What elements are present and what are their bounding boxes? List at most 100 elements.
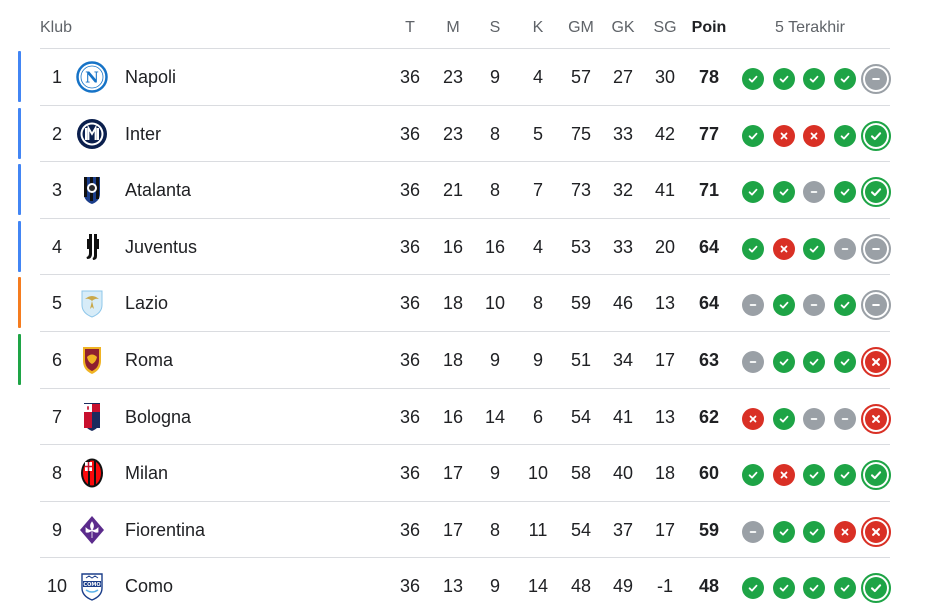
juventus-logo-icon[interactable] — [76, 231, 108, 263]
header-klub[interactable]: Klub — [40, 19, 73, 36]
club-name[interactable]: Napoli — [125, 67, 177, 87]
goals-against-value: 46 — [612, 293, 634, 314]
form-cross-icon[interactable] — [861, 516, 891, 547]
table-row[interactable]: 7 Bologna 36 16 14 6 54 41 13 62 — [0, 387, 943, 445]
form-minus-icon[interactable] — [834, 237, 856, 260]
form-check-icon[interactable] — [803, 237, 825, 260]
form-cross-icon[interactable] — [834, 520, 856, 543]
header-goals-for[interactable]: GM — [568, 19, 594, 36]
form-check-icon[interactable] — [834, 464, 856, 487]
header-played[interactable]: T — [405, 19, 415, 36]
table-row[interactable]: 10 COMO Como 36 13 9 14 48 49 -1 48 — [0, 557, 943, 614]
club-name[interactable]: Bologna — [125, 406, 192, 427]
inter-logo-icon[interactable] — [76, 118, 108, 150]
form-cross-icon[interactable] — [773, 237, 795, 260]
bologna-logo-icon[interactable] — [76, 401, 108, 433]
form-check-icon[interactable] — [773, 577, 795, 600]
form-check-icon[interactable] — [803, 68, 825, 90]
won-value: 18 — [442, 293, 464, 314]
form-check-icon[interactable] — [834, 577, 856, 600]
form-check-icon[interactable] — [773, 350, 795, 373]
form-minus-icon[interactable] — [742, 350, 764, 373]
form-check-icon[interactable] — [803, 520, 825, 543]
table-row[interactable]: 4 Juventus 36 16 16 4 53 33 20 64 — [0, 217, 943, 275]
won-value: 21 — [442, 180, 464, 201]
form-minus-icon[interactable] — [803, 407, 825, 430]
header-lost[interactable]: K — [532, 19, 544, 36]
won-value: 18 — [442, 349, 464, 370]
lazio-logo-icon[interactable] — [76, 287, 108, 319]
form-minus-icon[interactable] — [861, 233, 891, 264]
table-row[interactable]: 5 Lazio 36 18 10 8 59 46 13 64 — [0, 274, 943, 331]
club-name[interactable]: Fiorentina — [125, 519, 206, 540]
table-row[interactable]: 2 Inter 36 23 8 5 75 33 42 77 — [0, 104, 943, 162]
club-name[interactable]: Como — [125, 576, 174, 597]
form-check-icon[interactable] — [834, 68, 856, 90]
form-check-icon[interactable] — [742, 124, 764, 147]
form-check-icon[interactable] — [803, 350, 825, 373]
form-minus-icon[interactable] — [803, 294, 825, 317]
club-name[interactable]: Lazio — [125, 293, 169, 314]
form-minus-icon[interactable] — [742, 520, 764, 543]
form-check-icon[interactable] — [834, 294, 856, 317]
header-points[interactable]: Poin — [691, 19, 727, 36]
form-minus-icon[interactable] — [834, 407, 856, 430]
form-check-icon[interactable] — [742, 181, 764, 204]
como-logo-icon[interactable]: COMO — [76, 570, 108, 602]
form-check-icon[interactable] — [803, 464, 825, 487]
header-drawn[interactable]: S — [489, 19, 501, 36]
form-check-icon[interactable] — [834, 350, 856, 373]
header-goals-against[interactable]: GK — [611, 19, 635, 36]
napoli-logo-icon[interactable]: N — [76, 61, 108, 93]
form-check-icon[interactable] — [773, 407, 795, 430]
form-minus-icon[interactable] — [803, 181, 825, 204]
form-check-icon[interactable] — [773, 68, 795, 90]
form-check-icon[interactable] — [742, 68, 764, 90]
club-name[interactable]: Milan — [125, 463, 169, 484]
roma-logo-icon[interactable] — [76, 344, 108, 376]
atalanta-logo-icon[interactable] — [76, 174, 108, 206]
form-check-icon[interactable] — [861, 120, 891, 151]
form-check-icon[interactable] — [742, 237, 764, 260]
last-5-form — [742, 346, 892, 377]
form-check-icon[interactable] — [773, 181, 795, 204]
table-row[interactable]: 6 Roma 36 18 9 9 51 34 17 63 — [0, 330, 943, 388]
table-row[interactable]: 1 N Napoli 36 23 9 4 57 27 30 78 — [0, 48, 943, 105]
form-cross-icon[interactable] — [861, 346, 891, 377]
club-name[interactable]: Atalanta — [125, 180, 192, 201]
form-minus-icon[interactable] — [861, 290, 891, 321]
form-check-icon[interactable] — [834, 124, 856, 147]
club-name[interactable]: Inter — [125, 123, 162, 144]
form-check-icon[interactable] — [861, 177, 891, 208]
form-check-icon[interactable] — [742, 464, 764, 487]
played-value: 36 — [399, 236, 421, 257]
form-minus-icon[interactable] — [742, 294, 764, 317]
form-check-icon[interactable] — [834, 181, 856, 204]
form-cross-icon[interactable] — [773, 464, 795, 487]
form-check-icon[interactable] — [803, 577, 825, 600]
form-check-icon[interactable] — [773, 520, 795, 543]
lost-value: 7 — [532, 180, 543, 201]
form-check-icon[interactable] — [773, 294, 795, 317]
goal-diff-value: 13 — [654, 406, 676, 427]
form-check-icon[interactable] — [742, 577, 764, 600]
club-name[interactable]: Juventus — [125, 236, 198, 257]
milan-logo-icon[interactable] — [76, 457, 108, 489]
points-value: 64 — [698, 293, 720, 314]
header-won[interactable]: M — [446, 19, 460, 36]
header-goal-diff[interactable]: SG — [653, 19, 677, 36]
form-cross-icon[interactable] — [742, 407, 764, 430]
fiorentina-logo-icon[interactable] — [76, 514, 108, 546]
form-cross-icon[interactable] — [861, 403, 891, 434]
form-minus-icon[interactable] — [861, 64, 891, 94]
form-cross-icon[interactable] — [773, 124, 795, 147]
form-check-icon[interactable] — [861, 573, 891, 604]
table-row[interactable]: 9 Fiorentina 36 17 8 11 54 37 17 59 — [0, 500, 943, 558]
club-name[interactable]: Roma — [125, 349, 174, 370]
table-row[interactable]: 8 Milan 36 17 9 10 58 40 18 60 — [0, 444, 943, 501]
lost-value: 14 — [527, 576, 549, 597]
form-check-icon[interactable] — [861, 460, 891, 491]
table-row[interactable]: 3 Atalanta 36 21 8 7 73 32 41 71 — [0, 161, 943, 218]
form-cross-icon[interactable] — [803, 124, 825, 147]
played-value: 36 — [399, 406, 421, 427]
